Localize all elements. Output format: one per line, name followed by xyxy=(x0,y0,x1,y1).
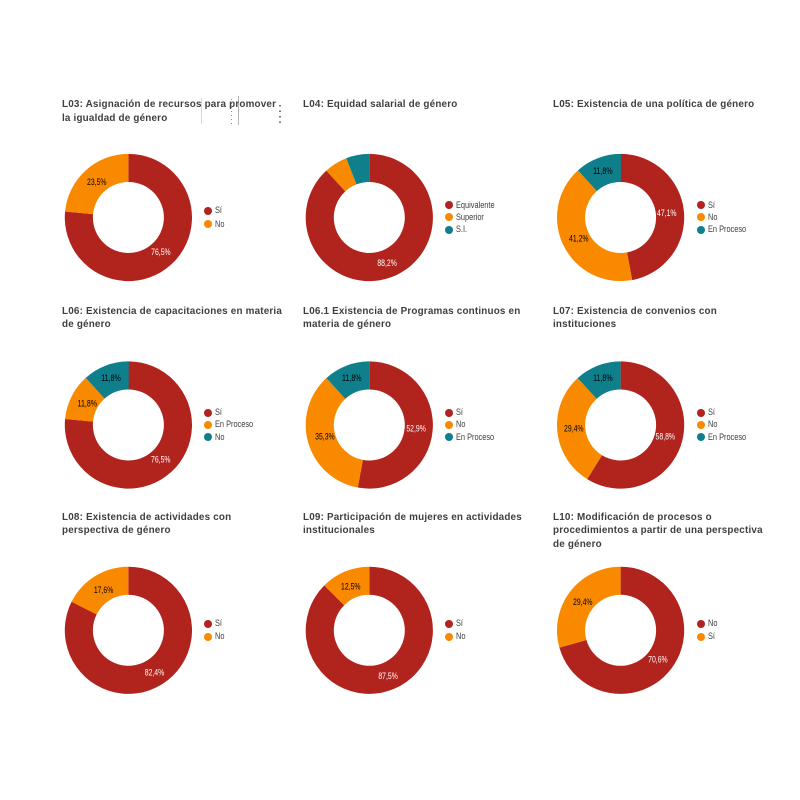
svg-text:41,2%: 41,2% xyxy=(569,233,589,243)
svg-text:29,4%: 29,4% xyxy=(564,423,584,433)
svg-text:12,5%: 12,5% xyxy=(341,581,361,591)
svg-text:58,8%: 58,8% xyxy=(656,431,676,441)
svg-text:23,5%: 23,5% xyxy=(87,177,107,187)
svg-text:70,6%: 70,6% xyxy=(648,654,668,664)
svg-text:11,8%: 11,8% xyxy=(593,166,613,176)
svg-text:11,8%: 11,8% xyxy=(342,373,362,383)
svg-text:87,5%: 87,5% xyxy=(378,671,398,681)
svg-text:76,5%: 76,5% xyxy=(151,454,171,464)
svg-text:88,2%: 88,2% xyxy=(377,258,397,268)
svg-text:35,3%: 35,3% xyxy=(315,431,335,441)
svg-text:82,4%: 82,4% xyxy=(145,667,165,677)
svg-text:29,4%: 29,4% xyxy=(573,597,593,607)
svg-text:11,8%: 11,8% xyxy=(593,373,613,383)
svg-text:76,5%: 76,5% xyxy=(151,247,171,257)
svg-text:52,9%: 52,9% xyxy=(406,423,426,433)
svg-text:11,8%: 11,8% xyxy=(78,399,98,409)
svg-text:17,6%: 17,6% xyxy=(94,585,114,595)
svg-text:11,8%: 11,8% xyxy=(101,373,121,383)
svg-text:47,1%: 47,1% xyxy=(657,208,677,218)
